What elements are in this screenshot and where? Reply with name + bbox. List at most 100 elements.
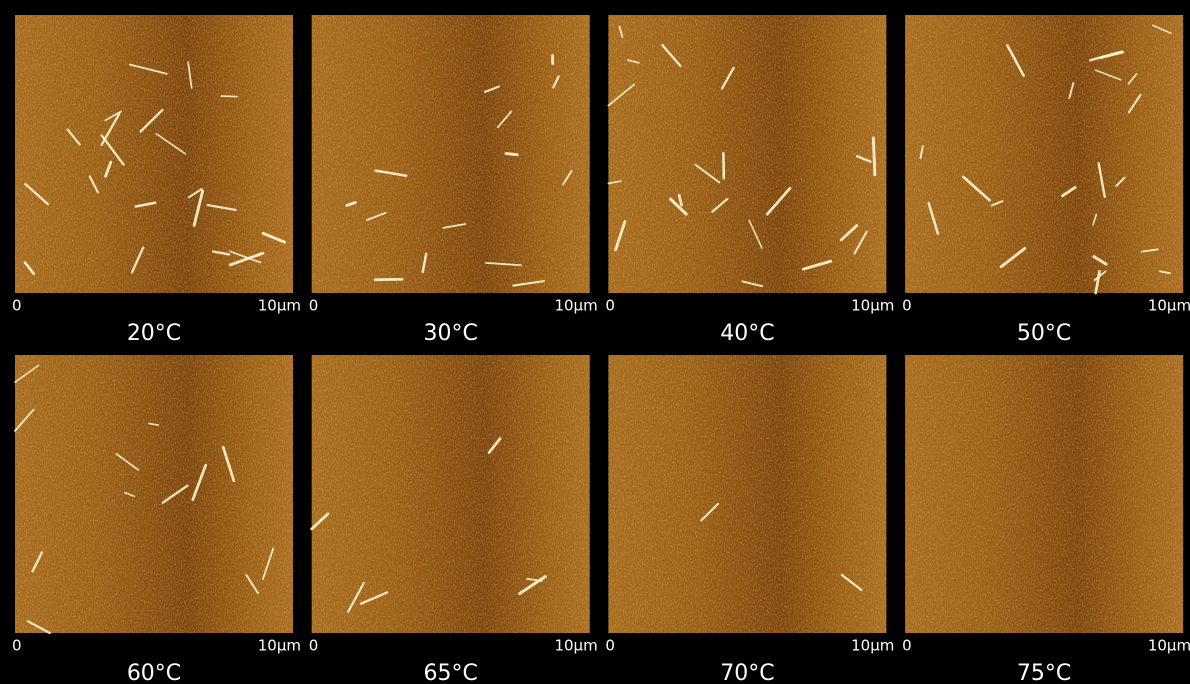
scale-start: 0 xyxy=(12,297,22,315)
fibril xyxy=(1127,93,1142,114)
fibril xyxy=(14,408,35,432)
fibril xyxy=(1092,213,1098,226)
scale-end: 10μm xyxy=(1148,637,1190,655)
fibril xyxy=(104,160,113,178)
fibril xyxy=(720,66,735,90)
fibril xyxy=(245,573,260,595)
fibril xyxy=(374,169,408,177)
fibril xyxy=(134,201,157,208)
fibril xyxy=(228,251,265,267)
fibril xyxy=(504,152,519,157)
fibril xyxy=(694,163,721,184)
fibril xyxy=(124,491,135,498)
fibril xyxy=(359,591,389,605)
fibril xyxy=(990,200,1004,207)
fibril xyxy=(442,223,467,229)
scale-end: 10μm xyxy=(554,297,597,315)
fibril xyxy=(1099,50,1125,60)
fibril xyxy=(347,581,365,613)
fibril xyxy=(552,75,560,89)
fibril xyxy=(191,463,208,502)
fibril xyxy=(1115,176,1126,187)
fibril xyxy=(229,250,262,264)
fibril xyxy=(1068,82,1075,99)
fibril xyxy=(496,110,513,129)
fibril xyxy=(1094,69,1122,81)
fibril xyxy=(26,620,51,635)
scale-end: 10μm xyxy=(258,637,301,655)
fibril xyxy=(100,112,121,146)
scale-start: 0 xyxy=(309,297,319,315)
fibril xyxy=(23,261,36,276)
fibril xyxy=(614,220,627,252)
fibril xyxy=(261,231,287,244)
fibril xyxy=(518,575,547,596)
temperature-label: 40°C xyxy=(720,321,774,346)
fibril xyxy=(148,422,160,426)
fibril xyxy=(155,132,187,155)
fibril xyxy=(487,437,502,454)
temperature-label: 75°C xyxy=(1017,661,1071,684)
fibril xyxy=(840,573,863,592)
fibril xyxy=(927,201,940,235)
fibril xyxy=(669,197,688,216)
fibril xyxy=(1140,248,1159,253)
afm-texture xyxy=(15,15,293,293)
fibril xyxy=(24,183,50,206)
fibril xyxy=(14,364,40,384)
scale-end: 10μm xyxy=(1148,297,1190,315)
fibril xyxy=(962,175,991,202)
fibril xyxy=(104,110,122,122)
fibril xyxy=(526,577,543,582)
fibril xyxy=(66,128,81,146)
fibril xyxy=(421,252,428,274)
fibril xyxy=(627,59,640,64)
fibril xyxy=(711,197,729,213)
fibril xyxy=(801,259,833,271)
fibril xyxy=(1151,24,1172,35)
afm-texture xyxy=(15,355,293,633)
fibril xyxy=(607,180,622,185)
fibril xyxy=(677,193,683,207)
scale-start: 0 xyxy=(902,637,912,655)
scale-start: 0 xyxy=(12,637,22,655)
afm-texture xyxy=(608,355,887,633)
fibril xyxy=(485,262,522,267)
scale-end: 10μm xyxy=(851,297,894,315)
temperature-label: 65°C xyxy=(424,661,478,684)
fibril xyxy=(1097,162,1106,199)
fibril xyxy=(130,246,145,274)
afm-texture xyxy=(311,15,590,293)
fibril xyxy=(345,201,357,207)
fibril xyxy=(484,85,501,93)
fibril xyxy=(871,136,877,177)
fibril xyxy=(1061,185,1077,198)
afm-texture xyxy=(905,355,1184,633)
fibril xyxy=(748,219,763,249)
fibril xyxy=(129,63,168,75)
temperature-label: 70°C xyxy=(720,661,774,684)
fibril xyxy=(161,484,189,504)
fibril xyxy=(115,453,140,471)
fibril xyxy=(512,280,545,287)
fibril xyxy=(607,83,636,107)
temperature-label: 30°C xyxy=(424,321,478,346)
fibril xyxy=(187,61,193,89)
scale-end: 10μm xyxy=(554,637,597,655)
fibril xyxy=(262,547,275,580)
temperature-label: 50°C xyxy=(1017,321,1071,346)
fibril xyxy=(187,188,203,199)
fibril xyxy=(855,155,872,163)
fibril xyxy=(366,211,387,221)
scale-start: 0 xyxy=(605,297,615,315)
fibril xyxy=(562,169,573,186)
scale-start: 0 xyxy=(309,637,319,655)
scale-end: 10μm xyxy=(851,637,894,655)
fibril xyxy=(220,95,238,98)
fibril xyxy=(765,186,792,216)
afm-texture xyxy=(608,15,887,293)
afm-texture xyxy=(311,355,590,633)
fibril xyxy=(661,43,682,68)
fibril xyxy=(741,280,764,288)
